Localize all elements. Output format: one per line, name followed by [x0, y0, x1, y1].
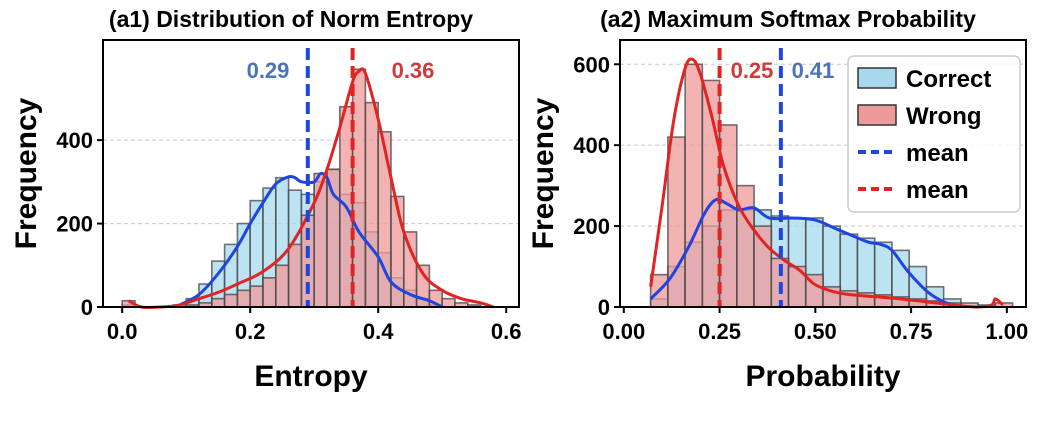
legend-label: mean: [906, 140, 969, 167]
x-tick-label: 0.50: [794, 319, 837, 344]
kde-curve-wrong: [649, 57, 1005, 309]
mean-value-label: 0.29: [247, 58, 290, 83]
mean-value-label: 0.36: [392, 58, 435, 83]
legend: Correct Wrong mean mean: [847, 55, 1021, 213]
x-tick-label: 0.25: [698, 319, 741, 344]
legend-swatch: [857, 104, 897, 126]
kde-curve-correct: [179, 171, 443, 309]
x-tick-label: 0.2: [235, 319, 266, 344]
legend-box: [847, 55, 1021, 213]
y-tick-label: 400: [573, 133, 610, 158]
legend-label: Wrong: [906, 103, 982, 130]
hist-bar-wrong: [753, 225, 773, 308]
hist-bar-wrong: [684, 63, 704, 308]
hist-bar-wrong: [262, 276, 277, 308]
hist-bar-wrong: [326, 168, 341, 308]
x-tick-label: 1.00: [985, 319, 1028, 344]
kde-curve-correct: [649, 197, 954, 307]
axes-frame: [619, 39, 1027, 308]
hist-bar-wrong: [249, 285, 264, 308]
hist-bar-wrong: [274, 264, 290, 308]
x-tick-label: 0.00: [602, 319, 645, 344]
mean-value-label: 0.41: [792, 58, 835, 83]
chart-title: (a1) Distribution of Norm Entropy: [109, 6, 473, 32]
y-tick-label: 600: [573, 52, 610, 77]
panel-probability: 0.25 0.41 0.00 0.25 0.50 0.75 1.00 0 200 400 600 (a…: [527, 6, 1028, 393]
y-tick-label: 400: [56, 128, 93, 153]
hist-bar-wrong: [667, 136, 686, 308]
hist-bar-wrong: [223, 293, 239, 308]
x-tick-label: 0.75: [890, 319, 933, 344]
x-axis-label: Probability: [745, 360, 900, 393]
x-tick-label: 0.0: [107, 319, 138, 344]
x-tick-label: 0.4: [363, 319, 394, 344]
legend-label: Correct: [906, 66, 991, 93]
hist-bar-wrong: [364, 101, 379, 308]
legend-label: mean: [906, 177, 969, 204]
panel-entropy: 0.29 0.36 0.0 0.2 0.4 0.6 0 200 400 (a1) Distribu…: [10, 6, 521, 393]
x-tick-label: 0.6: [491, 319, 522, 344]
chart-title: (a2) Maximum Softmax Probability: [600, 6, 976, 32]
legend-swatch: [857, 67, 897, 89]
hist-bar-wrong: [718, 124, 738, 308]
hist-bar-wrong: [236, 289, 251, 308]
y-axis-label: Frequency: [10, 97, 43, 249]
hist-bar-wrong: [441, 297, 456, 308]
hist-bar-wrong: [313, 172, 328, 308]
y-tick-label: 0: [81, 295, 93, 320]
y-tick-label: 0: [598, 295, 610, 320]
mean-value-label: 0.25: [731, 58, 774, 83]
x-axis-label: Entropy: [254, 360, 368, 393]
y-tick-label: 200: [573, 214, 610, 239]
y-axis-label: Frequency: [527, 97, 560, 249]
kde-curve-wrong: [127, 67, 494, 310]
hist-bar-wrong: [287, 243, 303, 308]
hist-bar-wrong: [211, 297, 226, 308]
axes-frame: [102, 39, 520, 308]
y-tick-label: 200: [56, 212, 93, 237]
